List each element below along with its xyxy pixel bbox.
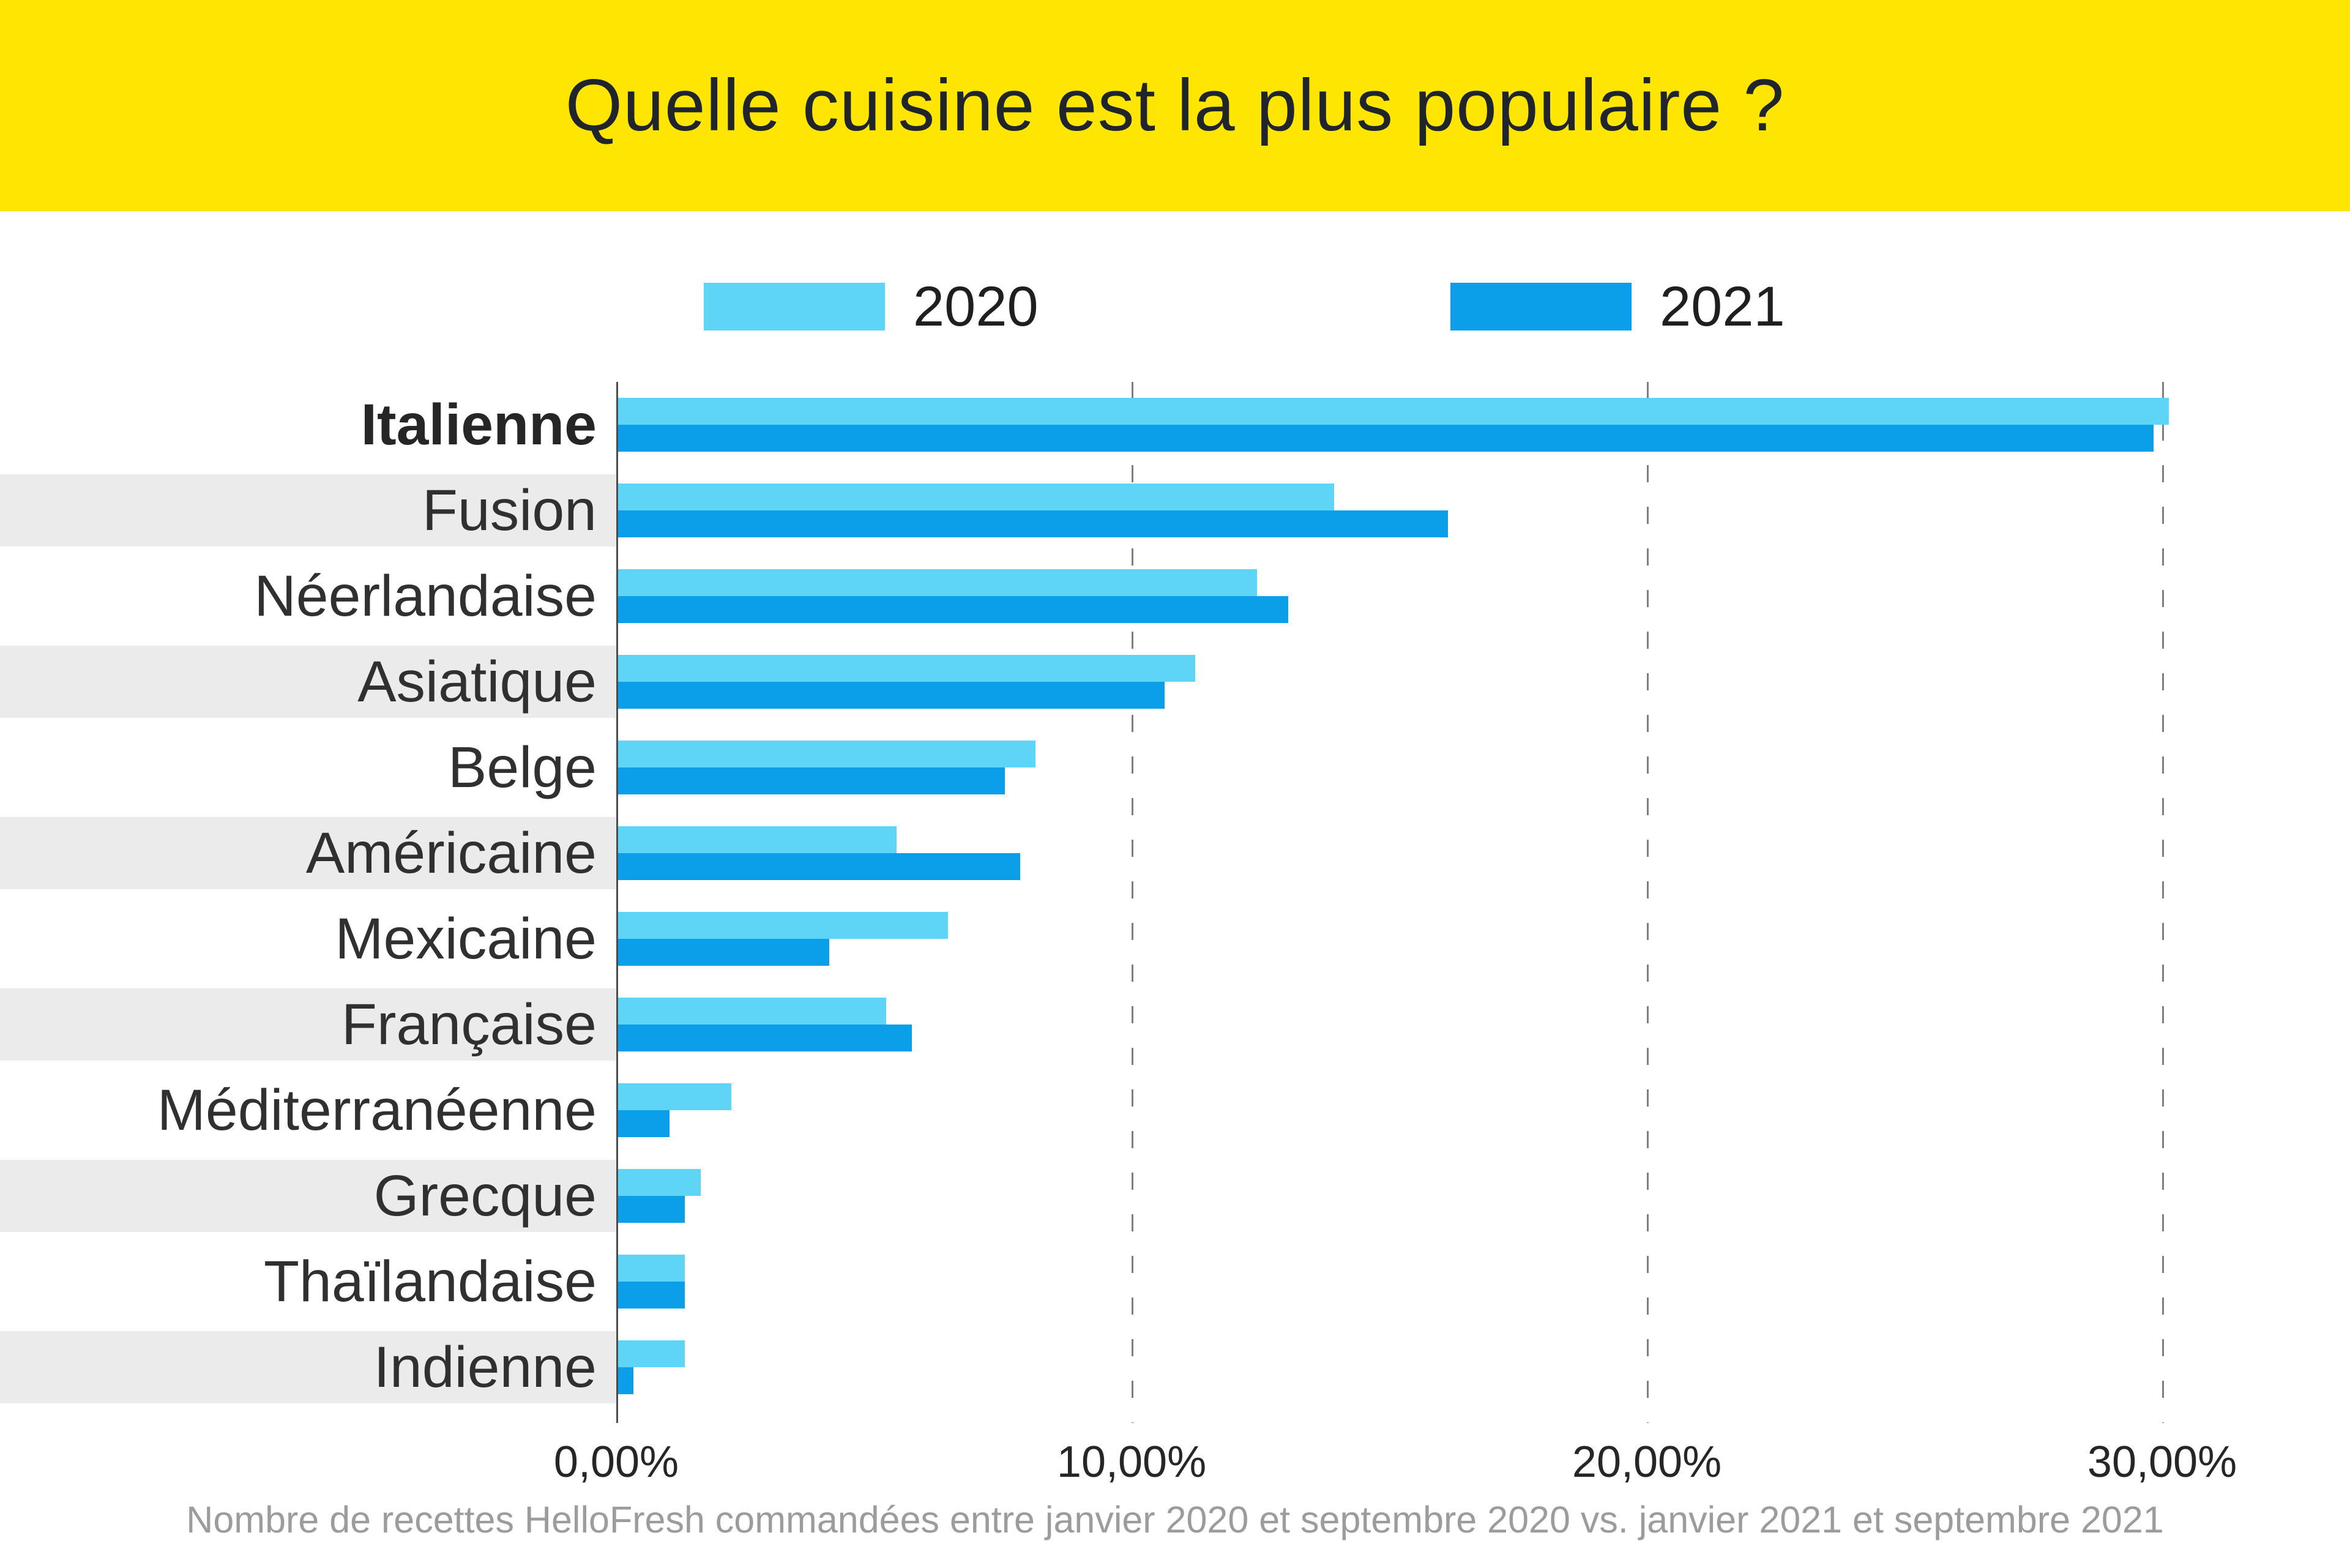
bar-2021	[618, 596, 1288, 623]
category-row: Néerlandaise	[0, 553, 2350, 639]
x-tick-label: 30,00%	[2087, 1438, 2237, 1487]
category-label: Thaïlandaise	[264, 1249, 597, 1314]
legend-label-2020: 2020	[913, 275, 1039, 338]
title-banner: Quelle cuisine est la plus populaire ?	[0, 0, 2350, 211]
bar-2020	[618, 1083, 732, 1110]
x-tick-label: 0,00%	[553, 1438, 679, 1487]
legend-swatch-2020	[704, 283, 885, 330]
legend-item-2020: 2020	[704, 275, 1039, 338]
legend-swatch-2021	[1450, 283, 1632, 330]
bar-2020	[618, 1169, 701, 1196]
bar-2020	[618, 1340, 685, 1367]
category-row: Thaïlandaise	[0, 1239, 2350, 1324]
bar-2021	[618, 1196, 685, 1223]
bar-2020	[618, 1255, 685, 1282]
category-label: Américaine	[305, 821, 597, 886]
bar-2021	[618, 1367, 634, 1394]
bar-2021	[618, 425, 2154, 452]
category-row: Méditerranéenne	[0, 1067, 2350, 1153]
category-row: Grecque	[0, 1153, 2350, 1239]
bar-2020	[618, 998, 886, 1025]
row-stripe	[0, 1331, 616, 1403]
category-row: Asiatique	[0, 639, 2350, 725]
row-stripe	[0, 988, 616, 1061]
bar-chart: Italienne Fusion Néerlandaise Asiatique Belg…	[0, 382, 2350, 1410]
bar-2020	[618, 483, 1335, 510]
category-row: Mexicaine	[0, 896, 2350, 982]
bar-2020	[618, 569, 1258, 596]
category-label: Italienne	[360, 392, 597, 457]
category-row: Belge	[0, 725, 2350, 810]
footer-caption: Nombre de recettes HelloFresh commandées…	[186, 1499, 2164, 1540]
legend-item-2021: 2021	[1450, 275, 1785, 338]
bar-2021	[618, 767, 1005, 794]
bar-2020	[618, 398, 2169, 425]
category-label: Asiatique	[357, 649, 597, 714]
category-row: Américaine	[0, 810, 2350, 896]
category-label: Indienne	[373, 1335, 597, 1400]
category-label: Néerlandaise	[254, 564, 597, 629]
x-tick-label: 20,00%	[1572, 1438, 1722, 1487]
category-row: Italienne	[0, 382, 2350, 468]
bar-2021	[618, 1282, 685, 1309]
bar-2021	[618, 510, 1448, 537]
category-row: Française	[0, 982, 2350, 1067]
bar-2020	[618, 655, 1196, 682]
row-stripe	[0, 646, 616, 718]
bar-2020	[618, 912, 948, 939]
x-tick-label: 10,00%	[1056, 1438, 1207, 1487]
category-row: Fusion	[0, 468, 2350, 553]
category-label: Française	[341, 992, 597, 1057]
bar-2021	[618, 1025, 912, 1051]
bar-2021	[618, 939, 830, 966]
category-label: Belge	[448, 735, 597, 800]
chart-title: Quelle cuisine est la plus populaire ?	[565, 64, 1785, 146]
category-label: Grecque	[373, 1163, 597, 1228]
bar-2020	[618, 826, 897, 853]
bar-2021	[618, 1110, 670, 1137]
category-label: Fusion	[422, 478, 597, 543]
bar-2021	[618, 853, 1020, 880]
category-label: Méditerranéenne	[157, 1078, 597, 1143]
bar-2020	[618, 741, 1036, 767]
legend-label-2021: 2021	[1660, 275, 1785, 338]
row-stripe	[0, 474, 616, 547]
category-row: Indienne	[0, 1324, 2350, 1410]
row-stripe	[0, 817, 616, 889]
row-stripe	[0, 1160, 616, 1232]
category-label: Mexicaine	[335, 906, 597, 971]
bar-2021	[618, 682, 1165, 709]
